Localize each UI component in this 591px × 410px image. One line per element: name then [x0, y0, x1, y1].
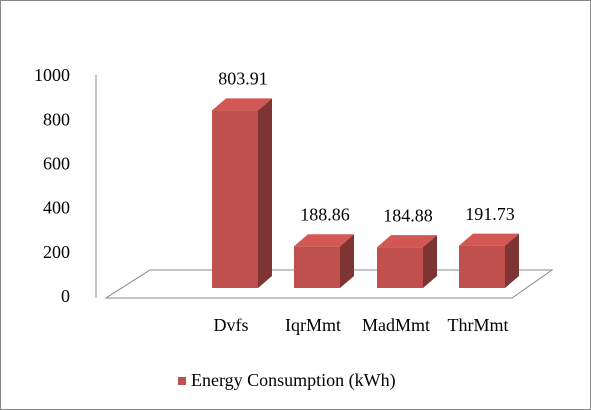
bar [212, 110, 258, 288]
bar [377, 247, 423, 288]
bar-side [258, 98, 272, 288]
legend-label: Energy Consumption (kWh) [191, 370, 396, 391]
bar-side [423, 235, 437, 288]
bar [294, 246, 340, 288]
bar-top [459, 233, 519, 246]
y-tick-label: 200 [43, 242, 70, 262]
y-tick-label: 600 [43, 154, 70, 174]
x-tick-label: Dvfs [214, 315, 249, 335]
data-label: 188.86 [300, 204, 350, 224]
bar-top [294, 234, 354, 247]
bar-top [212, 98, 272, 111]
y-tick-label: 1000 [34, 65, 70, 85]
data-label: 191.73 [465, 204, 515, 224]
bar-top [377, 235, 437, 248]
data-label: 803.91 [218, 68, 268, 88]
x-tick-label: ThrMmt [448, 315, 509, 335]
legend-swatch [178, 377, 186, 385]
bar-side [505, 233, 519, 288]
x-tick-label: IqrMmt [285, 315, 341, 335]
bar-side [340, 234, 354, 288]
x-tick-label: MadMmt [362, 315, 430, 335]
y-tick-label: 800 [43, 109, 70, 129]
y-tick-label: 400 [43, 198, 70, 218]
bar [459, 245, 505, 288]
data-label: 184.88 [383, 205, 433, 225]
y-tick-label: 0 [61, 286, 70, 306]
